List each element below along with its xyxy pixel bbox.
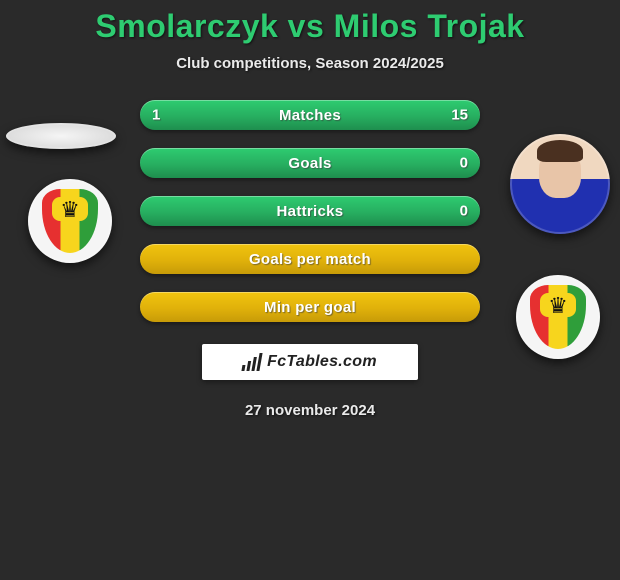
comparison-card: Smolarczyk vs Milos Trojak Club competit… [0, 0, 620, 419]
player-right-avatar [510, 134, 610, 234]
page-title: Smolarczyk vs Milos Trojak [0, 8, 620, 45]
stat-row-hattricks: Hattricks 0 [140, 196, 480, 226]
bar-chart-icon [242, 353, 263, 371]
watermark: FcTables.com [202, 344, 418, 380]
stat-right-value: 0 [460, 155, 468, 172]
stat-row-goals: Goals 0 [140, 148, 480, 178]
stat-right-value: 0 [460, 203, 468, 220]
stat-label: Goals [288, 155, 331, 172]
player-right-head [539, 146, 581, 198]
stat-label: Min per goal [264, 299, 356, 316]
korona-shield-icon [530, 285, 586, 349]
stat-label: Matches [279, 107, 341, 124]
subtitle: Club competitions, Season 2024/2025 [0, 55, 620, 72]
stat-left-value: 1 [152, 107, 160, 124]
club-badge-right [516, 275, 600, 359]
stat-row-min-per-goal: Min per goal [140, 292, 480, 322]
watermark-text: FcTables.com [267, 353, 377, 371]
stat-label: Goals per match [249, 251, 371, 268]
club-badge-left [28, 179, 112, 263]
stats-list: 1 Matches 15 Goals 0 Hattricks 0 Goals p… [140, 100, 480, 322]
date-label: 27 november 2024 [0, 402, 620, 419]
stat-right-value: 15 [451, 107, 468, 124]
stat-label: Hattricks [277, 203, 344, 220]
player-left-avatar [6, 123, 116, 149]
stat-row-goals-per-match: Goals per match [140, 244, 480, 274]
korona-shield-icon [42, 189, 98, 253]
stat-row-matches: 1 Matches 15 [140, 100, 480, 130]
